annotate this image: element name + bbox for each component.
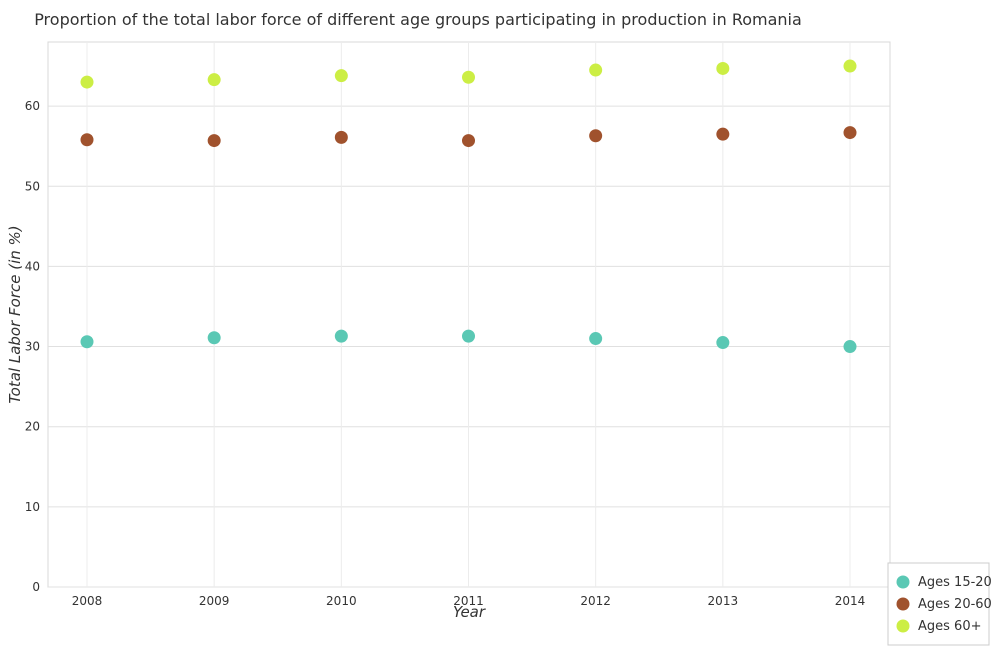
x-tick-label: 2009 <box>199 594 230 608</box>
data-point <box>589 63 603 77</box>
y-tick-label: 10 <box>25 500 40 514</box>
chart-title: Proportion of the total labor force of d… <box>34 10 802 29</box>
data-points <box>80 59 857 354</box>
y-axis-ticks: 0 10 20 30 40 50 60 <box>25 99 40 594</box>
legend: Ages 15-20 Ages 20-60 Ages 60+ <box>887 562 992 646</box>
data-point <box>334 130 348 144</box>
data-point <box>462 134 475 148</box>
data-point <box>207 73 221 87</box>
legend-label: Ages 60+ <box>918 619 981 634</box>
data-point <box>334 69 348 83</box>
data-point <box>589 129 603 143</box>
legend-label: Ages 15-20 <box>918 575 992 590</box>
data-point <box>80 75 94 89</box>
data-point <box>716 336 730 350</box>
data-point <box>462 329 475 343</box>
legend-marker <box>896 619 910 633</box>
legend-label: Ages 20-60 <box>918 597 992 612</box>
x-tick-label: 2012 <box>580 594 611 608</box>
x-tick-label: 2011 <box>453 594 484 608</box>
x-tick-label: 2014 <box>835 594 866 608</box>
y-tick-label: 50 <box>25 179 40 193</box>
data-point <box>589 332 603 346</box>
data-point <box>716 127 730 141</box>
y-tick-label: 20 <box>25 420 40 434</box>
data-point <box>334 329 348 343</box>
x-axis-ticks: 2008 2009 2010 2011 2012 2013 2014 <box>72 594 866 608</box>
y-axis-title: Total Labor Force (in %) <box>6 225 24 403</box>
y-tick-label: 0 <box>32 580 40 594</box>
data-point <box>716 61 730 75</box>
data-point <box>462 70 475 84</box>
x-tick-label: 2010 <box>326 594 357 608</box>
x-axis-title: Year <box>453 603 486 621</box>
y-tick-label: 60 <box>25 99 40 113</box>
data-point <box>207 331 221 345</box>
legend-marker <box>896 575 910 589</box>
x-tick-label: 2013 <box>708 594 739 608</box>
data-point <box>207 134 221 148</box>
legend-marker <box>896 597 910 611</box>
x-tick-label: 2008 <box>72 594 103 608</box>
y-tick-label: 40 <box>25 259 40 273</box>
data-point <box>843 340 857 354</box>
data-point <box>843 126 857 140</box>
data-point <box>843 59 857 73</box>
data-point <box>80 133 94 147</box>
y-tick-label: 30 <box>25 340 40 354</box>
data-point <box>80 335 94 349</box>
